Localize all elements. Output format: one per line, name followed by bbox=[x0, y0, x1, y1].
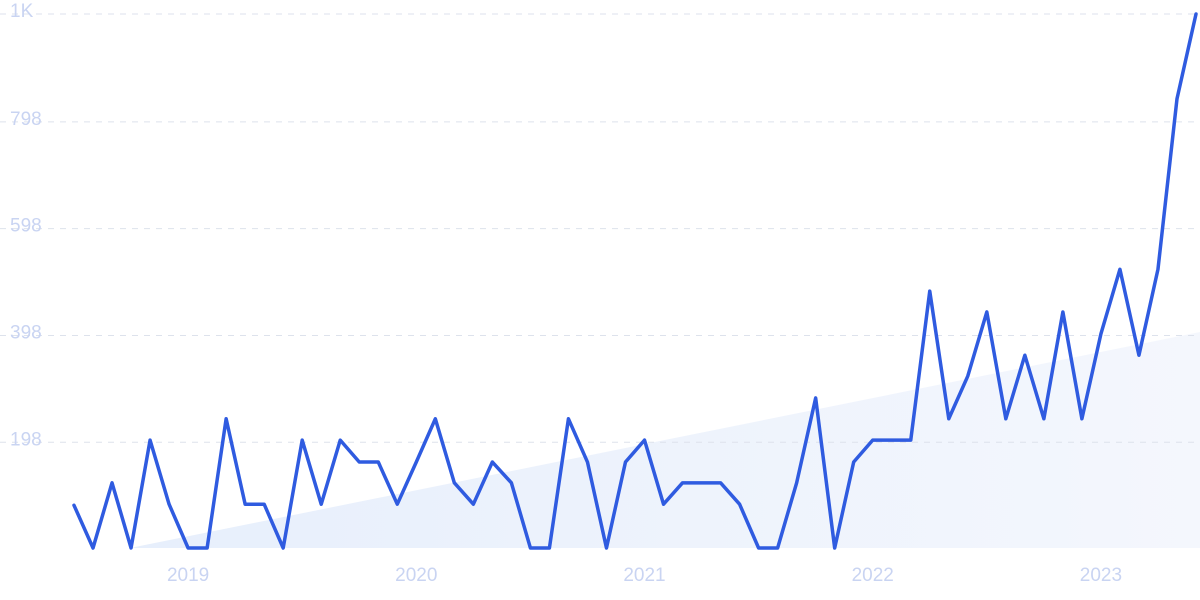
y-tick-label: 1K bbox=[10, 1, 34, 22]
x-tick-label: 2019 bbox=[167, 565, 209, 586]
x-tick-label: 2021 bbox=[623, 565, 665, 586]
plot bbox=[72, 12, 1198, 550]
trend-area bbox=[130, 332, 1200, 548]
y-tick-label: 198 bbox=[10, 429, 42, 450]
y-tick-label: 398 bbox=[10, 322, 42, 343]
line-series bbox=[72, 12, 1198, 550]
x-tick-label: 2023 bbox=[1080, 565, 1122, 586]
grid bbox=[0, 13, 1200, 443]
x-tick-label: 2020 bbox=[395, 565, 437, 586]
y-tick-label: 798 bbox=[10, 109, 42, 130]
y-tick-label: 598 bbox=[10, 216, 42, 237]
axis-labels: 198 398 598 798 1K 2019 2020 2021 2022 2023 bbox=[10, 1, 1122, 586]
x-tick-label: 2022 bbox=[852, 565, 894, 586]
